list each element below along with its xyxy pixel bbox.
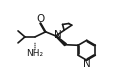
Text: O: O bbox=[36, 14, 44, 24]
Text: N: N bbox=[83, 59, 91, 69]
Text: NH₂: NH₂ bbox=[26, 49, 44, 58]
Polygon shape bbox=[56, 36, 66, 46]
Text: N: N bbox=[53, 30, 61, 40]
